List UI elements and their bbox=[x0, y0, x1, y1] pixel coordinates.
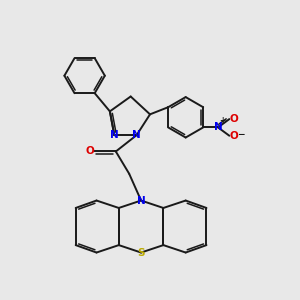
Text: +: + bbox=[219, 116, 225, 125]
Text: N: N bbox=[137, 196, 146, 206]
Text: N: N bbox=[110, 130, 119, 140]
Text: O: O bbox=[85, 146, 94, 157]
Text: S: S bbox=[137, 248, 145, 257]
Text: O: O bbox=[229, 114, 238, 124]
Text: −: − bbox=[237, 130, 244, 139]
Text: N: N bbox=[214, 122, 222, 132]
Text: O: O bbox=[229, 131, 238, 141]
Text: N: N bbox=[132, 130, 141, 140]
